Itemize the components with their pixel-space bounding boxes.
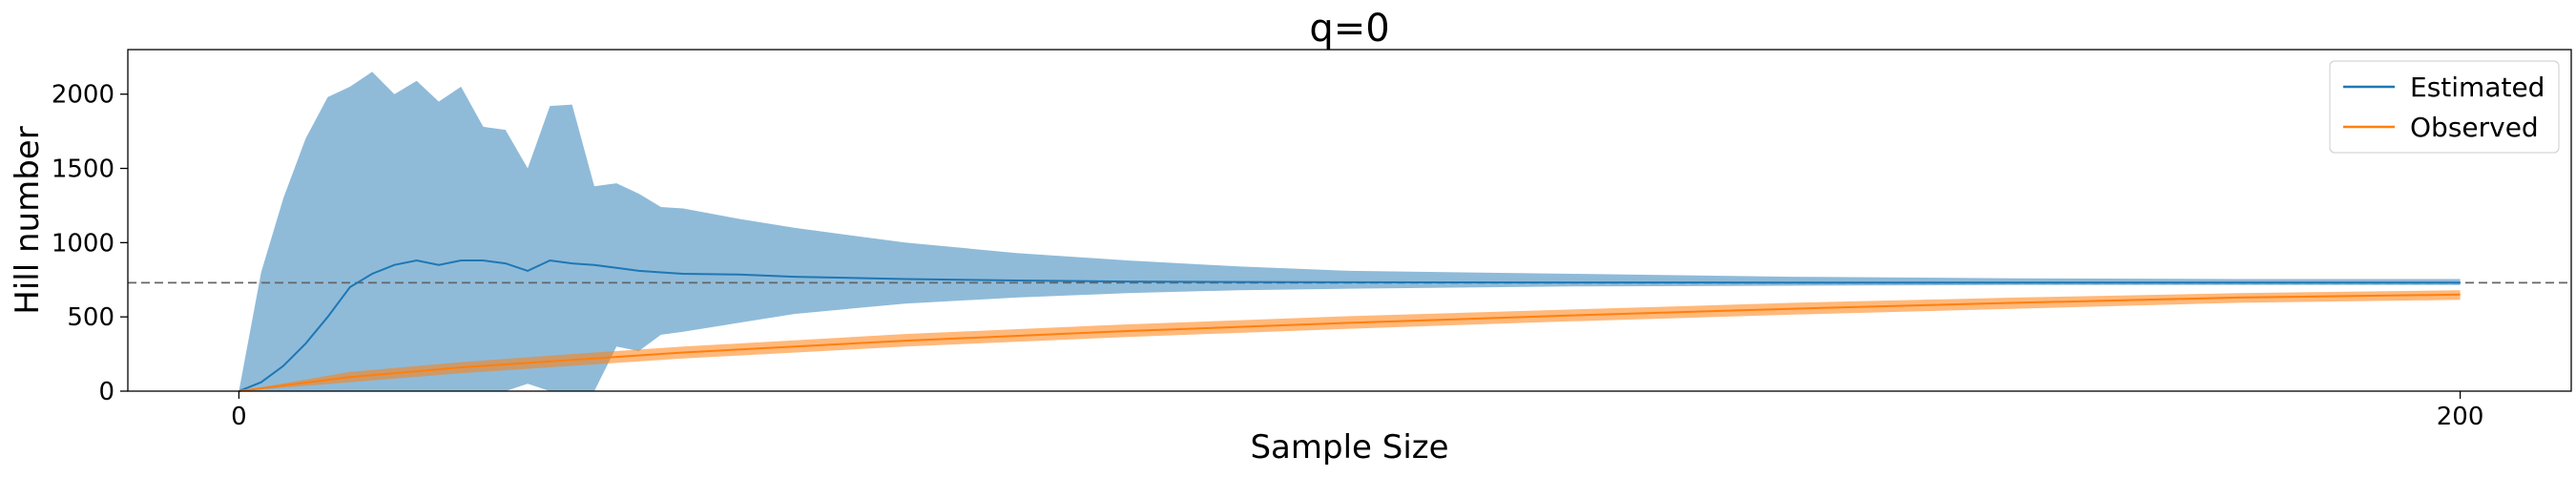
line-estimated [239, 259, 2461, 392]
confidence-bands [239, 72, 2461, 392]
plot-frame [127, 49, 2572, 392]
y-tick-label-2000: 2000 [52, 81, 114, 110]
series-lines [239, 259, 2461, 392]
legend-box [2329, 60, 2560, 154]
line-observed [239, 293, 2461, 392]
y-tick-label-0: 0 [98, 378, 114, 406]
band-observed [239, 290, 2461, 391]
y-tick-label-500: 500 [67, 303, 114, 332]
x-tick-label-0: 0 [231, 403, 247, 431]
y-axis-label: Hill number [9, 126, 47, 314]
legend: Estimated Observed [2329, 60, 2560, 154]
legend-label-observed: Observed [2410, 112, 2539, 143]
x-tick-label-200: 200 [2437, 403, 2484, 431]
axes [127, 49, 2572, 392]
y-tick-label-1500: 1500 [52, 156, 114, 184]
legend-label-estimated: Estimated [2410, 72, 2545, 103]
chart-title: q=0 [1309, 7, 1389, 51]
ticks: 0 500 1000 1500 2000 0 200 [52, 81, 2484, 431]
x-axis-label: Sample Size [1250, 428, 1448, 467]
y-tick-label-1000: 1000 [52, 229, 114, 258]
band-estimated [239, 72, 2461, 392]
